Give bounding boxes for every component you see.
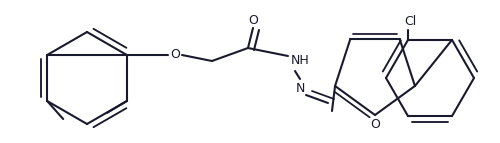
Text: NH: NH bbox=[290, 54, 310, 67]
Text: O: O bbox=[370, 119, 380, 132]
Text: O: O bbox=[170, 48, 180, 61]
Text: N: N bbox=[296, 83, 304, 96]
Text: Cl: Cl bbox=[404, 15, 416, 28]
Text: O: O bbox=[248, 13, 258, 26]
